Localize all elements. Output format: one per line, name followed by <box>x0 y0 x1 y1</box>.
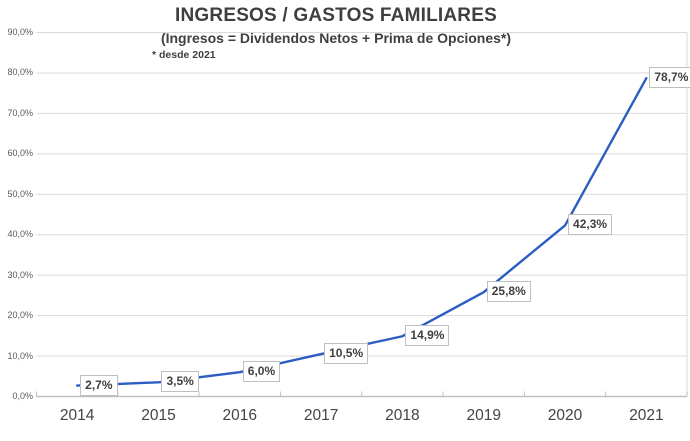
x-axis-label: 2020 <box>547 407 583 424</box>
x-axis-label: 2019 <box>466 407 501 424</box>
y-axis-label: 70,0% <box>7 107 33 118</box>
y-axis-label: 10,0% <box>7 350 33 361</box>
y-axis-label: 50,0% <box>7 188 33 199</box>
y-axis-label: 30,0% <box>7 269 33 280</box>
data-label: 6,0% <box>242 361 281 383</box>
x-axis-label: 2016 <box>222 407 258 424</box>
x-axis-label: 2015 <box>141 407 176 424</box>
y-axis-label: 80,0% <box>7 67 33 78</box>
data-label: 25,8% <box>486 281 531 303</box>
data-label: 78,7% <box>649 67 690 89</box>
y-axis-label: 40,0% <box>7 229 33 240</box>
y-axis-label: 60,0% <box>7 148 33 159</box>
data-line <box>75 77 648 387</box>
data-label: 2,7% <box>80 374 118 396</box>
x-axis-label: 2014 <box>59 407 95 424</box>
data-label: 3,5% <box>161 371 199 393</box>
data-label: 14,9% <box>405 325 450 347</box>
data-label: 10,5% <box>324 343 369 365</box>
y-axis-label: 90,0% <box>7 27 33 37</box>
x-axis-label: 2017 <box>303 407 339 424</box>
y-axis-label: 0,0% <box>12 391 33 401</box>
x-axis-label: 2018 <box>385 407 420 424</box>
x-axis-label: 2021 <box>629 407 664 424</box>
y-axis-label: 20,0% <box>7 310 33 321</box>
data-label: 42,3% <box>568 214 613 236</box>
